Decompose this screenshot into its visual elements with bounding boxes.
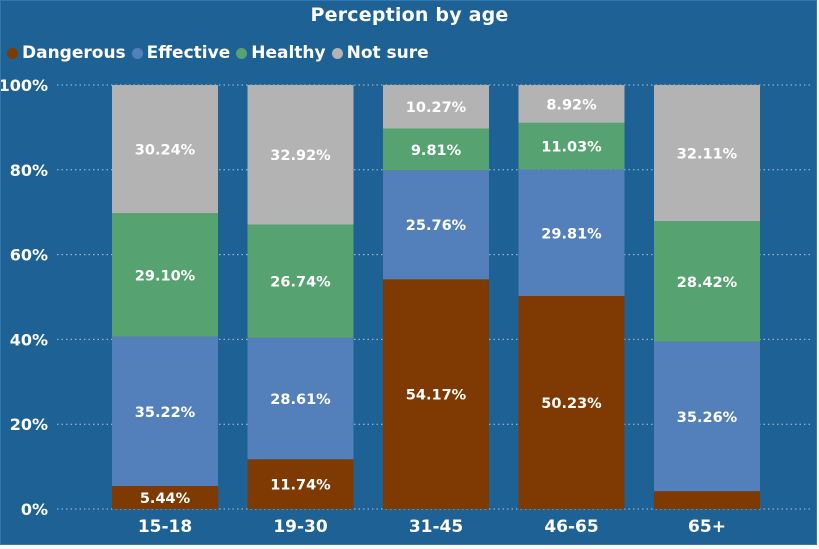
- legend-swatch-dangerous: [7, 47, 18, 59]
- chart-legend: Dangerous Effective Healthy Not sure: [7, 43, 435, 63]
- y-tick-label: 100%: [1, 76, 48, 95]
- y-tick-label: 20%: [10, 415, 48, 434]
- data-label: 35.22%: [135, 405, 196, 421]
- y-tick-label: 40%: [10, 330, 48, 349]
- bar-segment[interactable]: [654, 85, 760, 222]
- bar-segment[interactable]: [112, 485, 218, 509]
- data-label: 25.76%: [406, 218, 467, 234]
- data-label: 29.81%: [541, 226, 602, 242]
- data-label: 26.74%: [270, 275, 331, 291]
- bar-segment[interactable]: [112, 85, 218, 214]
- legend-swatch-healthy: [236, 47, 248, 59]
- bar-segment[interactable]: [247, 224, 354, 338]
- x-tick-label: 19-30: [273, 517, 328, 537]
- data-label: 54.17%: [406, 388, 467, 404]
- data-label: 11.03%: [541, 140, 602, 156]
- legend-label-not-sure: Not sure: [346, 43, 429, 63]
- bar-segment[interactable]: [112, 336, 218, 486]
- bar-segment[interactable]: [247, 459, 354, 509]
- y-tick-label: 60%: [10, 246, 48, 265]
- bar-segment[interactable]: [383, 170, 489, 280]
- legend-label-dangerous: Dangerous: [22, 43, 126, 63]
- legend-item-healthy[interactable]: Healthy: [236, 43, 326, 63]
- bar-segment[interactable]: [518, 85, 625, 123]
- data-label: 11.74%: [270, 478, 331, 494]
- legend-label-healthy: Healthy: [251, 43, 326, 63]
- bar-segment[interactable]: [383, 128, 489, 171]
- bar-segment[interactable]: [518, 296, 625, 509]
- data-label: 5.44%: [140, 491, 191, 507]
- data-label: 35.26%: [677, 410, 738, 426]
- x-tick-label: 15-18: [138, 517, 192, 537]
- data-label: 8.92%: [546, 97, 597, 113]
- y-tick-label: 80%: [10, 161, 48, 180]
- bar-segment[interactable]: [518, 169, 625, 297]
- bar-segment[interactable]: [518, 122, 625, 170]
- data-label: 50.23%: [541, 396, 602, 412]
- bar-segment[interactable]: [383, 84, 489, 129]
- bar-segment[interactable]: [112, 213, 218, 337]
- data-label: 28.42%: [677, 275, 738, 291]
- x-tick-label: 46-65: [544, 517, 598, 537]
- bar-segment[interactable]: [654, 491, 760, 509]
- data-label: 29.10%: [135, 268, 196, 284]
- legend-item-dangerous[interactable]: Dangerous: [7, 43, 126, 63]
- legend-swatch-effective: [131, 47, 143, 59]
- data-label: 9.81%: [411, 143, 462, 159]
- data-label: 32.92%: [270, 148, 331, 164]
- x-tick-label: 31-45: [409, 517, 463, 537]
- chart-title: Perception by age: [310, 4, 509, 26]
- data-label: 32.11%: [677, 147, 738, 163]
- data-label: 30.24%: [135, 143, 196, 159]
- bar-segment[interactable]: [247, 337, 354, 460]
- legend-item-effective[interactable]: Effective: [131, 43, 231, 63]
- x-tick-label: 65+: [688, 517, 726, 537]
- y-tick-label: 0%: [21, 500, 48, 519]
- legend-swatch-not-sure: [331, 47, 343, 59]
- bar-segment[interactable]: [247, 84, 354, 225]
- bar-segment[interactable]: [654, 341, 760, 492]
- data-label: 10.27%: [406, 100, 467, 116]
- data-label: 28.61%: [270, 392, 331, 408]
- legend-label-effective: Effective: [146, 43, 231, 63]
- bar-segment[interactable]: [654, 221, 760, 342]
- legend-item-not-sure[interactable]: Not sure: [331, 43, 429, 63]
- bar-segment[interactable]: [383, 279, 489, 509]
